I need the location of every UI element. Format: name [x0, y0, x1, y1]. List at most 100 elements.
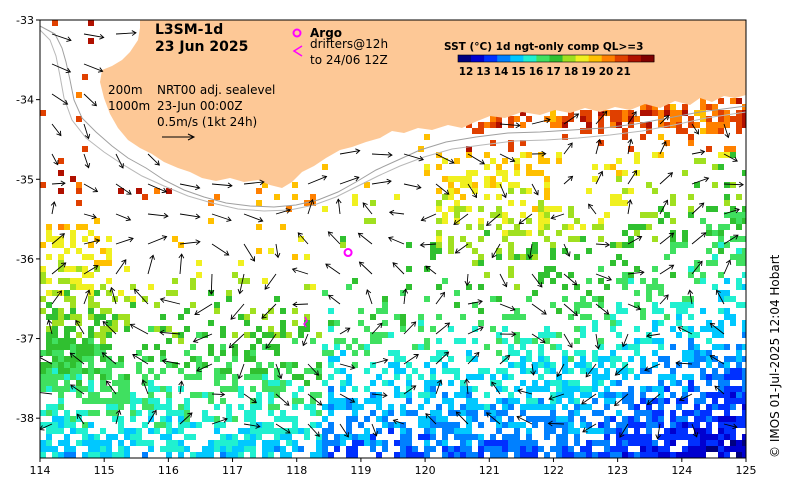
- sst-pixel: [670, 374, 676, 380]
- sst-pixel: [610, 356, 616, 362]
- current-arrow-shaft: [147, 255, 154, 275]
- sst-pixel: [700, 308, 706, 314]
- sst-pixel: [106, 344, 112, 350]
- sst-pixel: [340, 236, 346, 242]
- sst-pixel: [400, 326, 406, 332]
- current-arrow-head: [149, 254, 155, 260]
- sst-pixel: [610, 350, 616, 356]
- sst-pixel: [244, 356, 250, 362]
- sst-pixel: [406, 386, 412, 392]
- sst-pixel: [424, 452, 430, 458]
- current-arrow-head: [598, 170, 604, 177]
- sst-pixel: [244, 278, 250, 284]
- sst-pixel: [130, 440, 136, 446]
- sst-pixel: [598, 380, 604, 386]
- sst-pixel: [340, 242, 346, 248]
- current-arrow-shaft: [499, 183, 507, 198]
- sst-pixel: [520, 452, 526, 458]
- sst-pixel: [184, 374, 190, 380]
- sst-pixel: [94, 314, 100, 320]
- sst-pixel: [460, 236, 466, 242]
- sst-pixel: [718, 110, 724, 116]
- sst-pixel: [370, 218, 376, 224]
- sst-pixel: [298, 326, 304, 332]
- sst-pixel: [364, 440, 370, 446]
- current-arrow-shaft: [339, 327, 350, 335]
- sst-pixel: [616, 320, 622, 326]
- current-arrow-head: [237, 288, 244, 295]
- sst-pixel: [676, 398, 682, 404]
- sst-pixel: [406, 440, 412, 446]
- current-arrow-head: [709, 355, 715, 361]
- sst-pixel: [550, 404, 556, 410]
- current-arrow-head: [358, 261, 365, 267]
- sst-pixel: [400, 440, 406, 446]
- sst-pixel: [520, 338, 526, 344]
- sst-pixel: [496, 116, 502, 122]
- sst-pixel: [190, 392, 196, 398]
- current-arrow-head: [596, 138, 602, 145]
- current-arrow-shaft: [691, 261, 703, 275]
- sst-pixel: [394, 356, 400, 362]
- sst-pixel: [718, 380, 724, 386]
- sst-pixel: [682, 416, 688, 422]
- current-arrow-head: [195, 239, 201, 246]
- sst-pixel: [406, 380, 412, 386]
- current-arrow-shaft: [362, 202, 373, 215]
- sst-pixel: [106, 368, 112, 374]
- sst-pixel: [496, 296, 502, 302]
- sst-pixel: [190, 278, 196, 284]
- sst-pixel: [256, 392, 262, 398]
- sst-pixel: [46, 446, 52, 452]
- sst-pixel: [496, 122, 502, 128]
- sst-pixel: [496, 224, 502, 230]
- sst-pixel: [472, 248, 478, 254]
- sst-pixel: [742, 386, 746, 392]
- sst-pixel: [220, 422, 226, 428]
- sst-pixel: [454, 452, 460, 458]
- sst-pixel: [412, 410, 418, 416]
- sst-pixel: [490, 182, 496, 188]
- sst-pixel: [178, 410, 184, 416]
- current-arrow-head: [259, 179, 265, 186]
- sst-pixel: [424, 398, 430, 404]
- sst-pixel: [742, 260, 746, 266]
- current-arrow-shaft: [211, 213, 232, 221]
- sst-pixel: [346, 404, 352, 410]
- sst-pixel: [46, 350, 52, 356]
- sst-pixel: [538, 200, 544, 206]
- sst-pixel: [628, 146, 634, 152]
- sst-pixel: [742, 452, 746, 458]
- sst-pixel: [610, 416, 616, 422]
- sst-pixel: [562, 434, 568, 440]
- sst-pixel: [46, 326, 52, 332]
- sst-pixel: [424, 362, 430, 368]
- current-arrow-head: [491, 252, 497, 259]
- current-arrow-shaft: [499, 355, 510, 365]
- sst-pixel: [154, 344, 160, 350]
- sst-pixel: [58, 404, 64, 410]
- current-arrow-shaft: [531, 333, 546, 343]
- sst-pixel: [496, 206, 502, 212]
- sst-pixel: [454, 374, 460, 380]
- sst-pixel: [280, 362, 286, 368]
- sst-pixel: [274, 344, 280, 350]
- sst-pixel: [700, 428, 706, 434]
- current-arrow-head: [486, 220, 492, 227]
- sst-pixel: [718, 152, 724, 158]
- sst-pixel: [670, 452, 676, 458]
- sst-pixel: [94, 344, 100, 350]
- sst-pixel: [694, 332, 700, 338]
- current-arrow-head: [444, 189, 450, 195]
- sst-pixel: [736, 260, 742, 266]
- sst-pixel: [652, 326, 658, 332]
- sst-pixel: [520, 440, 526, 446]
- sst-pixel: [634, 266, 640, 272]
- current-arrow-head: [626, 199, 633, 205]
- sst-pixel: [226, 362, 232, 368]
- sst-pixel: [148, 410, 154, 416]
- sst-pixel: [64, 326, 70, 332]
- current-arrow-head: [738, 181, 744, 188]
- sst-pixel: [46, 368, 52, 374]
- sst-pixel: [724, 308, 730, 314]
